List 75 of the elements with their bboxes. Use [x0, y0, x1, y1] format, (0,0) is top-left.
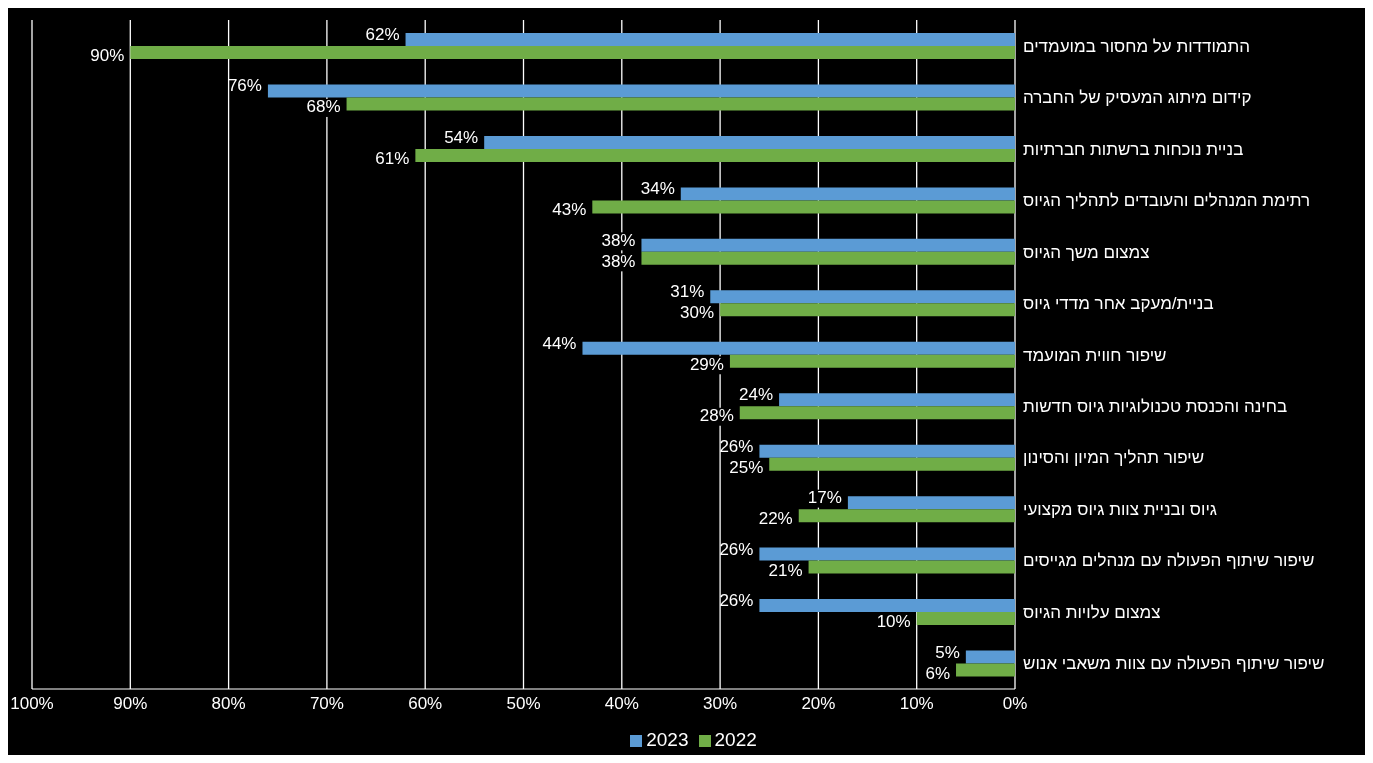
data-label: 38%	[601, 230, 636, 250]
x-tick-label: 100%	[10, 694, 54, 714]
y-tick-label: שיפור תהליך המיון והסינון	[1023, 448, 1205, 468]
data-label: 25%	[729, 457, 764, 477]
data-label: 30%	[680, 303, 715, 323]
bar	[415, 148, 1015, 162]
data-label: 24%	[739, 385, 774, 405]
bar	[641, 238, 1015, 252]
data-label: 28%	[699, 406, 734, 426]
bar	[720, 303, 1015, 317]
bar	[710, 290, 1015, 304]
x-tick-label: 10%	[899, 694, 934, 714]
bar	[965, 650, 1015, 664]
y-tick-label: בחינה והכנסת טכנולוגיות גיוס חדשות	[1023, 397, 1288, 416]
bar	[346, 97, 1015, 111]
x-tick-label: 0%	[1002, 694, 1028, 714]
bar	[267, 84, 1015, 98]
data-label: 38%	[601, 251, 636, 271]
y-tick-label: צמצום משך הגיוס	[1023, 242, 1150, 262]
bar	[847, 496, 1015, 510]
x-tick-label: 60%	[408, 694, 443, 714]
data-label: 10%	[876, 612, 911, 632]
y-tick-label: שיפור שיתוף הפעולה עם מנהלים מגייסים	[1023, 551, 1315, 571]
bar	[808, 560, 1015, 574]
data-label: 54%	[444, 127, 479, 147]
y-tick-label: קידום מיתוג המעסיק של החברה	[1023, 88, 1252, 108]
data-label: 17%	[807, 488, 842, 508]
data-label: 62%	[365, 24, 400, 44]
bar	[592, 200, 1015, 214]
bar	[130, 46, 1015, 59]
legend-label: 2022	[714, 729, 757, 750]
data-label: 6%	[925, 663, 951, 683]
y-tick-label: בניית נוכחות ברשתות חברתיות	[1023, 139, 1244, 159]
bar	[769, 457, 1015, 471]
bar	[916, 612, 1015, 626]
bar	[798, 509, 1015, 523]
data-label: 29%	[689, 354, 724, 374]
y-tick-label: צמצום עלויות הגיוס	[1023, 602, 1161, 622]
bar	[582, 341, 1015, 355]
x-tick-label: 90%	[113, 694, 148, 714]
y-tick-label: שיפור שיתוף הפעולה עם צוות משאבי אנוש	[1023, 654, 1325, 674]
data-label: 44%	[542, 333, 577, 353]
y-tick-label: שיפור חווית המועמד	[1023, 345, 1167, 365]
x-tick-label: 80%	[211, 694, 246, 714]
legend-label: 2023	[646, 729, 689, 750]
bar	[759, 547, 1015, 561]
data-label: 21%	[768, 560, 803, 580]
bar	[484, 135, 1015, 149]
bar	[779, 393, 1015, 407]
data-label: 34%	[640, 179, 675, 199]
x-tick-label: 40%	[604, 694, 639, 714]
bar	[680, 187, 1015, 201]
data-label: 43%	[552, 200, 587, 220]
y-tick-label: גיוס ובניית צוות גיוס מקצועי	[1023, 499, 1218, 519]
data-label: 76%	[227, 76, 262, 96]
data-label: 68%	[306, 97, 341, 117]
bar	[729, 354, 1015, 368]
bar	[739, 406, 1015, 420]
data-label: 22%	[758, 509, 793, 529]
data-label: 5%	[935, 642, 960, 662]
x-tick-label: 30%	[703, 694, 738, 714]
data-label: 61%	[375, 148, 410, 168]
bar	[641, 251, 1015, 265]
y-tick-label: בניית/מעקב אחר מדדי גיוס	[1023, 294, 1214, 314]
x-tick-label: 50%	[506, 694, 541, 714]
x-tick-label: 20%	[801, 694, 836, 714]
bar	[405, 33, 1015, 46]
bar	[956, 663, 1015, 677]
bar	[759, 599, 1015, 613]
x-tick-label: 70%	[309, 694, 344, 714]
y-tick-label: התמודדות על מחסור במועמדים	[1023, 36, 1251, 56]
bar	[759, 444, 1015, 458]
data-label: 31%	[670, 282, 705, 302]
data-label: 90%	[90, 45, 125, 65]
y-tick-label: רתימת המנהלים והעובדים לתהליך הגיוס	[1023, 191, 1311, 211]
